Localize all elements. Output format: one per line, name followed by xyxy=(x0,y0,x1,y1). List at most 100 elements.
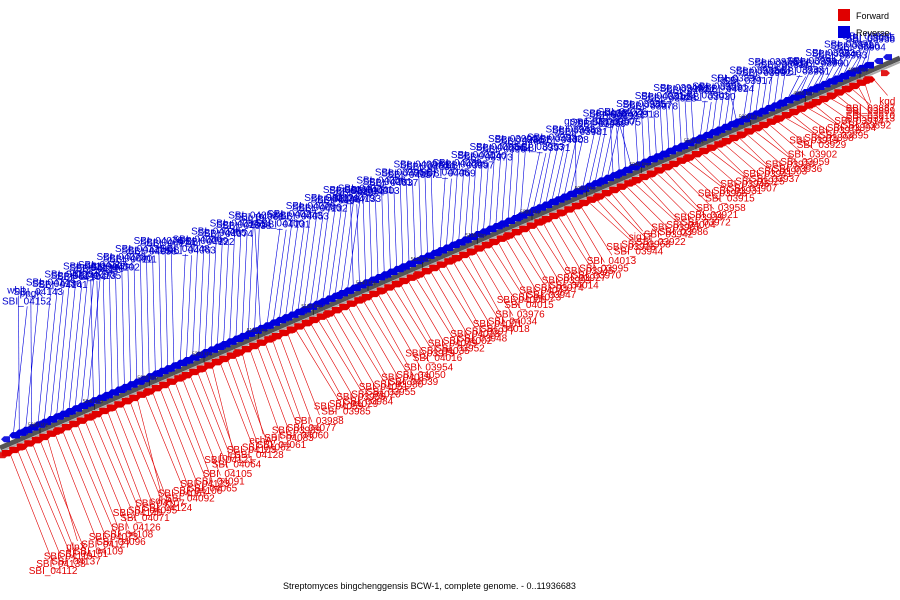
reverse-gene-label[interactable]: SBI_04041 xyxy=(344,185,394,196)
forward-gene-label[interactable]: sdhA xyxy=(150,496,173,507)
reverse-gene-label[interactable]: SBI_04118 xyxy=(121,245,170,256)
forward-gene-label[interactable]: SBI_03895 xyxy=(819,130,869,141)
forward-gene-label[interactable]: SBI_04137 xyxy=(51,556,101,567)
reverse-gene-label[interactable]: SBI_04043 xyxy=(273,210,323,221)
reverse-gene-label[interactable]: SBI_04133 xyxy=(332,194,382,205)
forward-gene-label[interactable]: SBI_03907 xyxy=(728,184,778,195)
forward-gene-label[interactable]: SBI_03955 xyxy=(366,387,416,398)
forward-gene-label[interactable]: SBI_04064 xyxy=(212,460,262,471)
reverse-gene-label[interactable]: SBI_03983 xyxy=(400,161,450,172)
forward-gene-label[interactable]: SBI_03977 xyxy=(465,326,515,337)
reverse-gene-label[interactable]: SBI_03893 xyxy=(754,59,804,70)
reverse-gene-label[interactable]: SBI_04143 xyxy=(13,287,63,298)
forward-gene-label[interactable]: SBI_04109 xyxy=(74,547,124,558)
forward-gene-label[interactable]: kgd xyxy=(879,96,895,107)
forward-gene-label[interactable]: SBI_03995 xyxy=(579,263,629,274)
reverse-gene-label[interactable]: SBI_04079 xyxy=(325,193,375,204)
reverse-gene-label[interactable]: SBI_04098 xyxy=(66,269,116,280)
forward-gene-label[interactable]: SBI_04091 xyxy=(195,476,245,487)
reverse-gene-label[interactable]: SBI_04069 xyxy=(426,169,476,180)
forward-gene-label[interactable]: sig17 xyxy=(629,232,653,243)
forward-gene-label[interactable]: SBI_04073 xyxy=(89,532,139,543)
forward-gene-label[interactable]: SBI_04000 xyxy=(497,295,547,306)
reverse-gene-label[interactable]: SBI_04152 xyxy=(2,296,52,307)
reverse-gene-label[interactable]: SBI_03963 xyxy=(818,50,868,61)
reverse-gene-label[interactable]: SBI_04054 xyxy=(335,188,385,199)
forward-gene-label[interactable]: SBI_04096 xyxy=(96,537,146,548)
reverse-gene-label[interactable]: SBI_03973 xyxy=(463,153,513,164)
reverse-gene-label[interactable]: SBI_03918 xyxy=(610,110,660,121)
reverse-gene-label[interactable]: SBI_04005 xyxy=(439,159,489,170)
forward-gene-label[interactable]: SBI_03916 xyxy=(812,126,862,137)
forward-gene-label[interactable]: SBI_04107 xyxy=(135,498,185,509)
forward-gene-label[interactable]: SBI_03986 xyxy=(659,227,709,238)
forward-gene-label[interactable]: glpX xyxy=(66,542,86,553)
forward-gene-label[interactable]: SBI_04110 xyxy=(44,552,93,563)
reverse-gene-label[interactable]: SBI_03912 xyxy=(641,92,691,103)
forward-gene-label[interactable]: SBI_04126 xyxy=(111,522,161,533)
reverse-gene-label[interactable]: SBI_03917 xyxy=(723,76,773,87)
forward-gene-label[interactable]: SBI_03941 xyxy=(743,169,793,180)
reverse-gene-label[interactable]: SBI_03992 xyxy=(742,68,792,79)
forward-gene-label[interactable]: SBI_04106 xyxy=(173,486,223,497)
forward-gene-label[interactable]: SBI_04016 xyxy=(413,353,463,364)
reverse-gene-label[interactable]: SBI_04057 xyxy=(387,170,437,181)
reverse-gene-label[interactable]: SBI_04101 xyxy=(329,186,379,197)
forward-gene-label[interactable]: SBI_03910 xyxy=(846,111,896,122)
reverse-gene-label[interactable]: SBI_04090 xyxy=(103,253,153,264)
forward-gene-label[interactable]: SBI_03958 xyxy=(696,203,746,214)
reverse-gene-label[interactable]: SBI_03933 xyxy=(774,65,824,76)
reverse-gene-label[interactable]: SBI_03990 xyxy=(488,134,538,145)
forward-gene-label[interactable]: SBI_04015 xyxy=(504,300,554,311)
forward-gene-label[interactable]: SBI_04095 xyxy=(128,506,178,517)
reverse-gene-label[interactable]: SBI_03932 xyxy=(729,65,779,76)
forward-gene-label[interactable]: SBI_04151 xyxy=(59,549,109,560)
forward-gene-label[interactable]: SBI_04051 xyxy=(359,382,409,393)
reverse-gene-label[interactable]: SBI_04038 xyxy=(222,221,272,232)
forward-gene-label[interactable]: SBI_04108 xyxy=(104,530,154,541)
reverse-gene-label[interactable]: SBI_03886 xyxy=(830,41,880,52)
forward-gene-label[interactable]: SBI_03967 xyxy=(651,222,701,233)
forward-gene-label[interactable]: SBI_03915 xyxy=(705,193,755,204)
forward-gene-label[interactable]: SBI_04013 xyxy=(587,256,637,267)
forward-gene-label[interactable]: SBI_04062 xyxy=(242,443,292,454)
reverse-gene-label[interactable]: SBI_03978 xyxy=(629,101,679,112)
reverse-gene-label[interactable]: SBI_03923 xyxy=(805,48,855,59)
reverse-gene-label[interactable]: SBI_04055 xyxy=(197,228,247,239)
reverse-gene-label[interactable]: SBI_03879 xyxy=(748,57,798,68)
forward-gene-label[interactable]: SBI_03898 xyxy=(804,133,854,144)
reverse-gene-label[interactable]: gpm1 xyxy=(564,116,589,127)
forward-gene-label[interactable]: SBI_03921 xyxy=(689,210,739,221)
reverse-gene-label[interactable]: SBI_03997 xyxy=(445,161,495,172)
forward-gene-label[interactable]: SBI_03903 xyxy=(758,167,808,178)
reverse-gene-label[interactable]: SBI_03996 xyxy=(375,167,425,178)
reverse-gene-label[interactable]: SBI_04030 xyxy=(406,162,456,173)
reverse-gene-label[interactable]: SBI_03949 xyxy=(653,83,703,94)
reverse-gene-label[interactable]: SBI_04074 xyxy=(203,229,253,240)
reverse-gene-label[interactable]: SBI_03911 xyxy=(760,60,809,71)
reverse-gene-label[interactable]: SBI_04068 xyxy=(234,212,284,223)
reverse-gene-label[interactable]: SBI_04117 xyxy=(78,260,127,271)
reverse-gene-label[interactable]: SBI_03962 xyxy=(552,126,602,137)
reverse-gene-label[interactable]: SBI_04136 xyxy=(32,279,82,290)
forward-gene-label[interactable]: SBI_03942 xyxy=(644,230,694,241)
forward-gene-label[interactable]: SBI_04140 xyxy=(113,508,163,519)
reverse-gene-label[interactable]: SBI_03900 xyxy=(799,58,849,69)
reverse-gene-label[interactable]: SBI_04089 xyxy=(432,158,482,169)
reverse-gene-label[interactable]: SBI_03975 xyxy=(591,118,641,129)
forward-gene-label[interactable]: SBI_03920 xyxy=(765,159,815,170)
reverse-gene-label[interactable]: SBI_04086 xyxy=(292,202,342,213)
reverse-gene-label[interactable]: SBI_04026 xyxy=(598,107,648,118)
reverse-gene-label[interactable]: SBI_03994 xyxy=(787,56,837,67)
forward-gene-label[interactable]: SBI_03931 xyxy=(713,186,763,197)
reverse-gene-label[interactable]: SBI_04087 xyxy=(393,159,443,170)
reverse-gene-label[interactable]: SBI_04009 xyxy=(583,108,633,119)
forward-gene-label[interactable]: SBI_03913 xyxy=(846,113,896,124)
reverse-gene-label[interactable]: SBI_04006 xyxy=(476,143,526,154)
reverse-gene-label[interactable]: SBI_04052 xyxy=(228,210,278,221)
forward-gene-label[interactable]: SBI_03914 xyxy=(834,116,884,127)
reverse-gene-label[interactable]: SBI_03930 xyxy=(686,92,736,103)
forward-gene-label[interactable]: SBI_03970 xyxy=(572,271,622,282)
reverse-gene-label[interactable]: SBI_04036 xyxy=(310,194,360,205)
forward-gene-label[interactable]: SBI_04059 xyxy=(314,402,364,413)
